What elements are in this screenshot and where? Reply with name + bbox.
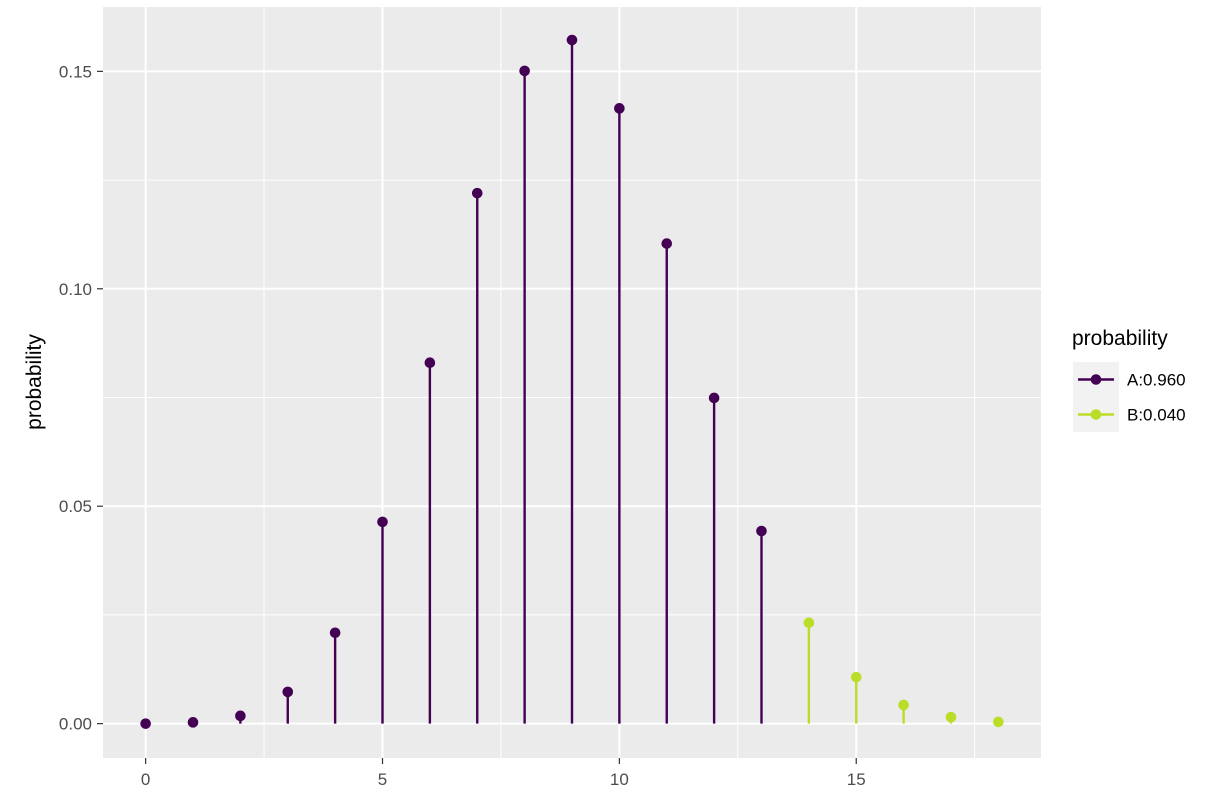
point [377, 516, 388, 528]
point [614, 103, 625, 114]
point [993, 716, 1004, 728]
y-tick-label: 0.05 [59, 497, 92, 516]
point [803, 617, 815, 629]
point [329, 627, 341, 639]
legend-key-point [1090, 374, 1102, 385]
point [140, 718, 151, 729]
x-tick-label: 15 [847, 770, 866, 789]
y-axis-title: probability [23, 334, 46, 430]
data-marks [140, 34, 1004, 729]
legend-label: A:0.960 [1127, 371, 1186, 390]
point [519, 65, 530, 77]
point [566, 34, 578, 46]
point [282, 686, 294, 698]
point [945, 711, 957, 723]
y-tick-label: 0.15 [59, 62, 92, 81]
point [756, 525, 767, 537]
point [898, 699, 909, 711]
legend: probability A:0.960 B:0.040 [1072, 327, 1186, 432]
y-tick-label: 0.00 [59, 715, 92, 734]
point [187, 717, 199, 728]
x-tick-label: 5 [378, 770, 387, 789]
point [708, 392, 720, 404]
point [850, 671, 862, 683]
x-tick-label: 0 [141, 770, 150, 789]
point [424, 357, 436, 369]
x-tick-label: 10 [610, 770, 629, 789]
legend-title: probability [1072, 327, 1168, 350]
point [235, 710, 246, 722]
point [661, 238, 673, 249]
x-axis: 0 5 10 15 [141, 758, 866, 789]
point [471, 187, 483, 199]
legend-key-point [1090, 409, 1102, 420]
legend-label: B:0.040 [1127, 406, 1186, 425]
y-tick-label: 0.10 [59, 280, 92, 299]
y-axis: 0.00 0.05 0.10 0.15 [59, 62, 103, 734]
